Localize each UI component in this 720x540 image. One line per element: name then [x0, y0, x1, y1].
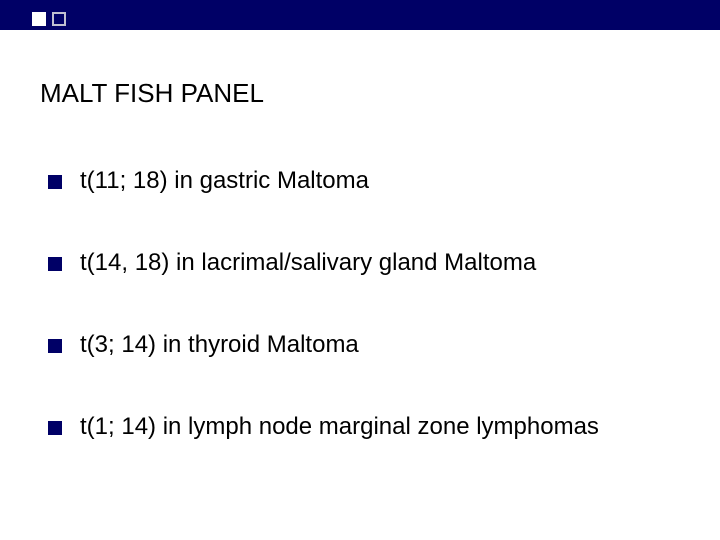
- bullet-icon: [48, 175, 62, 189]
- list-item-text: t(14, 18) in lacrimal/salivary gland Mal…: [80, 249, 536, 277]
- bullet-list: t(11; 18) in gastric Maltoma t(14, 18) i…: [40, 167, 680, 441]
- square-icon: [32, 12, 46, 26]
- square-outline-icon: [52, 12, 66, 26]
- list-item: t(14, 18) in lacrimal/salivary gland Mal…: [40, 249, 680, 277]
- slide-content: MALT FISH PANEL t(11; 18) in gastric Mal…: [40, 78, 680, 495]
- decorative-squares: [32, 12, 66, 26]
- bullet-icon: [48, 339, 62, 353]
- top-bar: [0, 0, 720, 30]
- list-item-text: t(11; 18) in gastric Maltoma: [80, 167, 369, 195]
- list-item: t(1; 14) in lymph node marginal zone lym…: [40, 413, 680, 441]
- list-item-text: t(3; 14) in thyroid Maltoma: [80, 331, 359, 359]
- list-item-text: t(1; 14) in lymph node marginal zone lym…: [80, 413, 599, 441]
- bullet-icon: [48, 421, 62, 435]
- bullet-icon: [48, 257, 62, 271]
- slide-title: MALT FISH PANEL: [40, 78, 680, 109]
- list-item: t(3; 14) in thyroid Maltoma: [40, 331, 680, 359]
- list-item: t(11; 18) in gastric Maltoma: [40, 167, 680, 195]
